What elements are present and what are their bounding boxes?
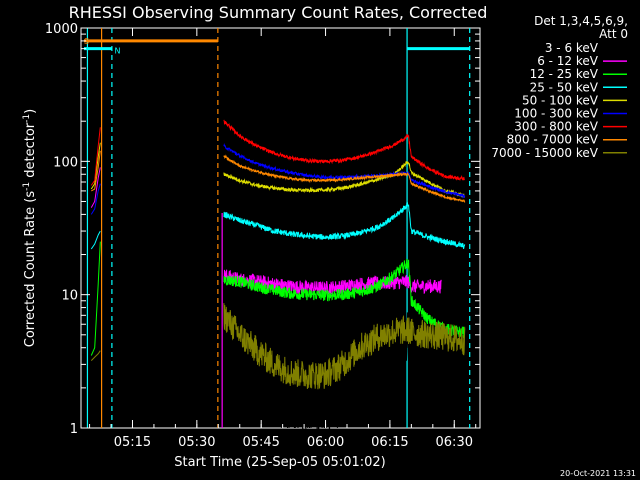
legend-label-7: 800 - 7000 keV — [507, 133, 599, 147]
series-5-main — [223, 143, 466, 199]
series-2-main — [223, 258, 466, 339]
y-tick-label-3: 1000 — [45, 22, 78, 37]
series-7-main — [223, 154, 466, 203]
legend-label-5: 100 - 300 keV — [514, 107, 598, 121]
data-layer: SN — [84, 28, 471, 429]
series-6 — [90, 119, 465, 186]
saa-flag-letter: S — [84, 37, 89, 46]
series-1-main — [223, 269, 442, 295]
legend-label-3: 25 - 50 keV — [530, 80, 599, 94]
x-tick-label-1: 05:30 — [178, 435, 215, 450]
series-0-main — [223, 293, 466, 429]
series-3 — [90, 202, 466, 250]
series-4-main — [223, 161, 466, 199]
legend-label-8: 7000 - 15000 keV — [491, 146, 598, 160]
y-tick-label-0: 1 — [70, 422, 78, 437]
y-tick-label-1: 10 — [61, 289, 78, 304]
series-4-early — [90, 142, 101, 190]
night-flag-letter: N — [114, 47, 120, 56]
series-7-early — [91, 150, 101, 192]
series-8 — [90, 303, 466, 390]
legend-title: Det 1,3,4,5,6,9, — [534, 14, 628, 28]
series-8-main — [223, 303, 466, 390]
y-axis-label-sup1: -1 — [22, 182, 32, 191]
series-1 — [90, 167, 442, 295]
legend-label-1: 6 - 12 keV — [537, 54, 599, 68]
series-5-early — [90, 183, 101, 215]
legend-subtitle: Att 0 — [599, 27, 628, 41]
x-tick-label-5: 06:30 — [436, 435, 473, 450]
y-axis-label: Corrected Count Rate (s-1 detector-1) — [22, 109, 38, 347]
y-tick-label-2: 100 — [53, 155, 78, 170]
y-axis-label-sup2: -1 — [22, 114, 32, 123]
series-4 — [90, 142, 466, 199]
x-tick-label-2: 05:45 — [242, 435, 279, 450]
y-axis: 1 10 100 1000 — [45, 22, 480, 437]
series-7 — [91, 150, 466, 203]
series-1-early — [90, 167, 101, 208]
legend-label-4: 50 - 100 keV — [522, 93, 599, 107]
legend-label-0: 3 - 6 keV — [545, 41, 599, 55]
x-tick-label-3: 06:00 — [307, 435, 344, 450]
series-6-main — [223, 119, 465, 182]
x-axis-label: Start Time (25-Sep-05 05:01:02) — [174, 455, 385, 470]
y-axis-label-part1: Corrected Count Rate (s — [23, 191, 38, 348]
y-axis-label-part2: detector — [23, 122, 38, 182]
plot-frame — [80, 27, 481, 429]
y-axis-label-part3: ) — [23, 109, 38, 114]
plot-area — [80, 27, 481, 429]
x-axis: 05:15 05:30 05:45 06:00 06:15 06:30 — [89, 28, 477, 450]
series-3-main — [223, 202, 466, 249]
series-3-early — [90, 230, 101, 250]
series-2 — [90, 241, 466, 356]
series-6-early — [90, 127, 101, 186]
x-tick-label-4: 06:15 — [371, 435, 408, 450]
legend-label-2: 12 - 25 keV — [530, 67, 599, 81]
legend-label-6: 300 - 800 keV — [514, 120, 598, 134]
footer-date: 20-Oct-2021 13:31 — [560, 469, 636, 478]
series-5 — [90, 143, 466, 215]
series-8-early — [90, 350, 101, 361]
series-2-early — [90, 241, 101, 356]
x-tick-label-0: 05:15 — [114, 435, 151, 450]
chart-title: RHESSI Observing Summary Count Rates, Co… — [69, 3, 488, 22]
